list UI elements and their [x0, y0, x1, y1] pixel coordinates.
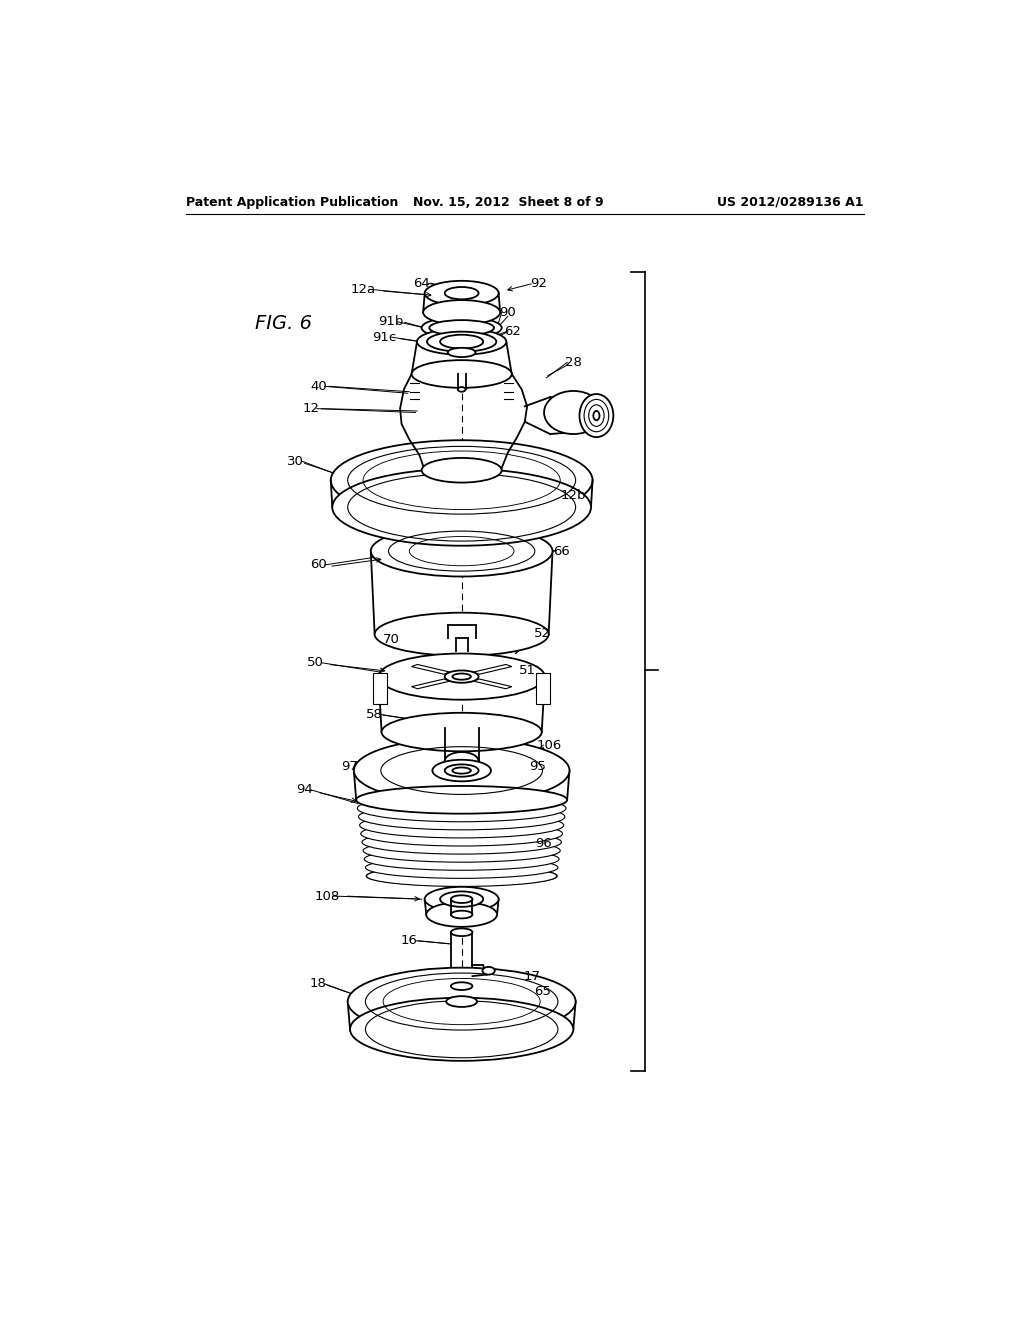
- Ellipse shape: [364, 840, 560, 862]
- Ellipse shape: [593, 411, 599, 420]
- Ellipse shape: [444, 671, 478, 682]
- Polygon shape: [473, 678, 512, 689]
- Ellipse shape: [453, 767, 471, 774]
- Text: 51: 51: [518, 664, 536, 677]
- Ellipse shape: [444, 286, 478, 300]
- Ellipse shape: [357, 795, 566, 822]
- Text: 16: 16: [400, 935, 418, 948]
- Ellipse shape: [371, 525, 553, 577]
- Ellipse shape: [379, 653, 545, 700]
- Text: 96: 96: [535, 837, 552, 850]
- Ellipse shape: [440, 891, 483, 907]
- Ellipse shape: [375, 612, 549, 656]
- Text: Nov. 15, 2012  Sheet 8 of 9: Nov. 15, 2012 Sheet 8 of 9: [413, 195, 603, 209]
- Bar: [373, 673, 387, 704]
- Ellipse shape: [451, 911, 472, 919]
- Ellipse shape: [348, 968, 575, 1035]
- Ellipse shape: [440, 335, 483, 348]
- Ellipse shape: [580, 393, 613, 437]
- Ellipse shape: [444, 764, 478, 776]
- Ellipse shape: [361, 830, 561, 854]
- Text: 52: 52: [534, 627, 551, 640]
- Text: 40: 40: [310, 380, 327, 393]
- Ellipse shape: [382, 713, 542, 751]
- Text: 18: 18: [310, 977, 327, 990]
- Ellipse shape: [451, 982, 472, 990]
- Text: 60: 60: [310, 558, 327, 572]
- Text: FIG. 6: FIG. 6: [255, 314, 312, 334]
- Ellipse shape: [589, 405, 604, 426]
- Ellipse shape: [358, 804, 565, 830]
- Text: 90: 90: [500, 306, 516, 319]
- Ellipse shape: [451, 928, 472, 936]
- Ellipse shape: [425, 281, 499, 305]
- Text: 95: 95: [528, 760, 546, 774]
- Ellipse shape: [451, 895, 472, 903]
- Text: 66: 66: [553, 545, 570, 557]
- Ellipse shape: [444, 752, 478, 771]
- Ellipse shape: [453, 673, 471, 680]
- Ellipse shape: [426, 903, 497, 927]
- Text: 30: 30: [287, 454, 304, 467]
- Ellipse shape: [446, 997, 477, 1007]
- Polygon shape: [473, 664, 512, 675]
- Ellipse shape: [429, 319, 494, 335]
- Ellipse shape: [356, 785, 567, 813]
- Ellipse shape: [367, 866, 557, 887]
- Ellipse shape: [482, 966, 495, 974]
- Ellipse shape: [366, 857, 558, 878]
- Ellipse shape: [359, 813, 563, 838]
- Ellipse shape: [447, 348, 475, 358]
- Text: 64: 64: [414, 277, 430, 289]
- Text: 62: 62: [504, 325, 521, 338]
- Ellipse shape: [425, 887, 499, 911]
- Bar: [537, 673, 550, 704]
- Text: 50: 50: [307, 656, 324, 669]
- Text: 97: 97: [341, 760, 357, 774]
- Ellipse shape: [412, 360, 512, 388]
- Ellipse shape: [432, 760, 490, 781]
- Text: 91b: 91b: [378, 315, 403, 329]
- Ellipse shape: [544, 391, 602, 434]
- Text: 58: 58: [366, 708, 382, 721]
- Ellipse shape: [350, 998, 573, 1061]
- Ellipse shape: [417, 329, 506, 355]
- Ellipse shape: [367, 867, 557, 886]
- Ellipse shape: [365, 847, 559, 870]
- Text: 65: 65: [535, 985, 551, 998]
- Ellipse shape: [360, 821, 562, 846]
- Text: 108: 108: [314, 890, 340, 903]
- Text: US 2012/0289136 A1: US 2012/0289136 A1: [717, 195, 863, 209]
- Ellipse shape: [458, 387, 466, 392]
- Polygon shape: [412, 664, 450, 675]
- Text: 28: 28: [565, 356, 582, 370]
- Text: 94: 94: [296, 783, 313, 796]
- Ellipse shape: [331, 441, 593, 520]
- Text: 17: 17: [524, 970, 541, 982]
- Text: 92: 92: [530, 277, 547, 289]
- Text: 91c: 91c: [373, 330, 396, 343]
- Text: 70: 70: [382, 634, 399, 647]
- Ellipse shape: [354, 738, 569, 803]
- Ellipse shape: [423, 300, 500, 325]
- Ellipse shape: [584, 400, 608, 432]
- Ellipse shape: [333, 469, 591, 545]
- Ellipse shape: [427, 331, 497, 351]
- Text: Patent Application Publication: Patent Application Publication: [186, 195, 398, 209]
- Text: 12b: 12b: [560, 490, 586, 502]
- Text: 106: 106: [537, 739, 562, 751]
- Ellipse shape: [422, 458, 502, 483]
- Polygon shape: [412, 678, 450, 689]
- Text: 12: 12: [302, 403, 319, 416]
- Ellipse shape: [422, 317, 502, 339]
- Text: 12a: 12a: [350, 282, 376, 296]
